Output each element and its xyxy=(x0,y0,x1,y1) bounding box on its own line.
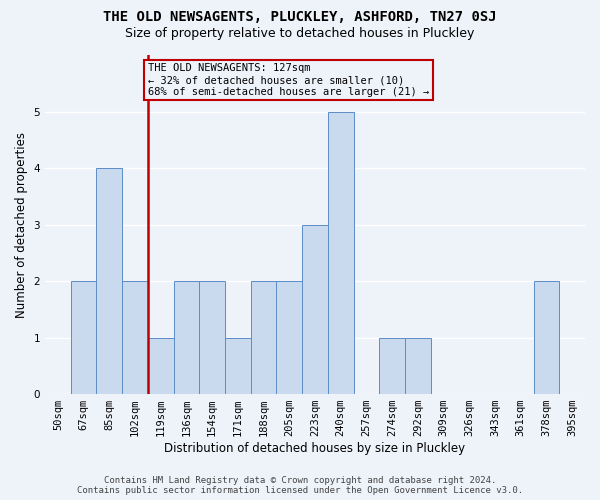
Text: Contains HM Land Registry data © Crown copyright and database right 2024.
Contai: Contains HM Land Registry data © Crown c… xyxy=(77,476,523,495)
Bar xyxy=(148,338,173,394)
Bar xyxy=(97,168,122,394)
Bar xyxy=(71,281,97,394)
Bar xyxy=(199,281,225,394)
Bar xyxy=(173,281,199,394)
Bar xyxy=(251,281,277,394)
Y-axis label: Number of detached properties: Number of detached properties xyxy=(15,132,28,318)
Bar xyxy=(328,112,353,394)
Bar xyxy=(225,338,251,394)
Bar xyxy=(277,281,302,394)
Bar xyxy=(405,338,431,394)
Bar xyxy=(379,338,405,394)
Bar xyxy=(533,281,559,394)
Text: THE OLD NEWSAGENTS: 127sqm
← 32% of detached houses are smaller (10)
68% of semi: THE OLD NEWSAGENTS: 127sqm ← 32% of deta… xyxy=(148,64,429,96)
Bar xyxy=(302,224,328,394)
Text: THE OLD NEWSAGENTS, PLUCKLEY, ASHFORD, TN27 0SJ: THE OLD NEWSAGENTS, PLUCKLEY, ASHFORD, T… xyxy=(103,10,497,24)
X-axis label: Distribution of detached houses by size in Pluckley: Distribution of detached houses by size … xyxy=(164,442,466,455)
Bar xyxy=(122,281,148,394)
Text: Size of property relative to detached houses in Pluckley: Size of property relative to detached ho… xyxy=(125,28,475,40)
